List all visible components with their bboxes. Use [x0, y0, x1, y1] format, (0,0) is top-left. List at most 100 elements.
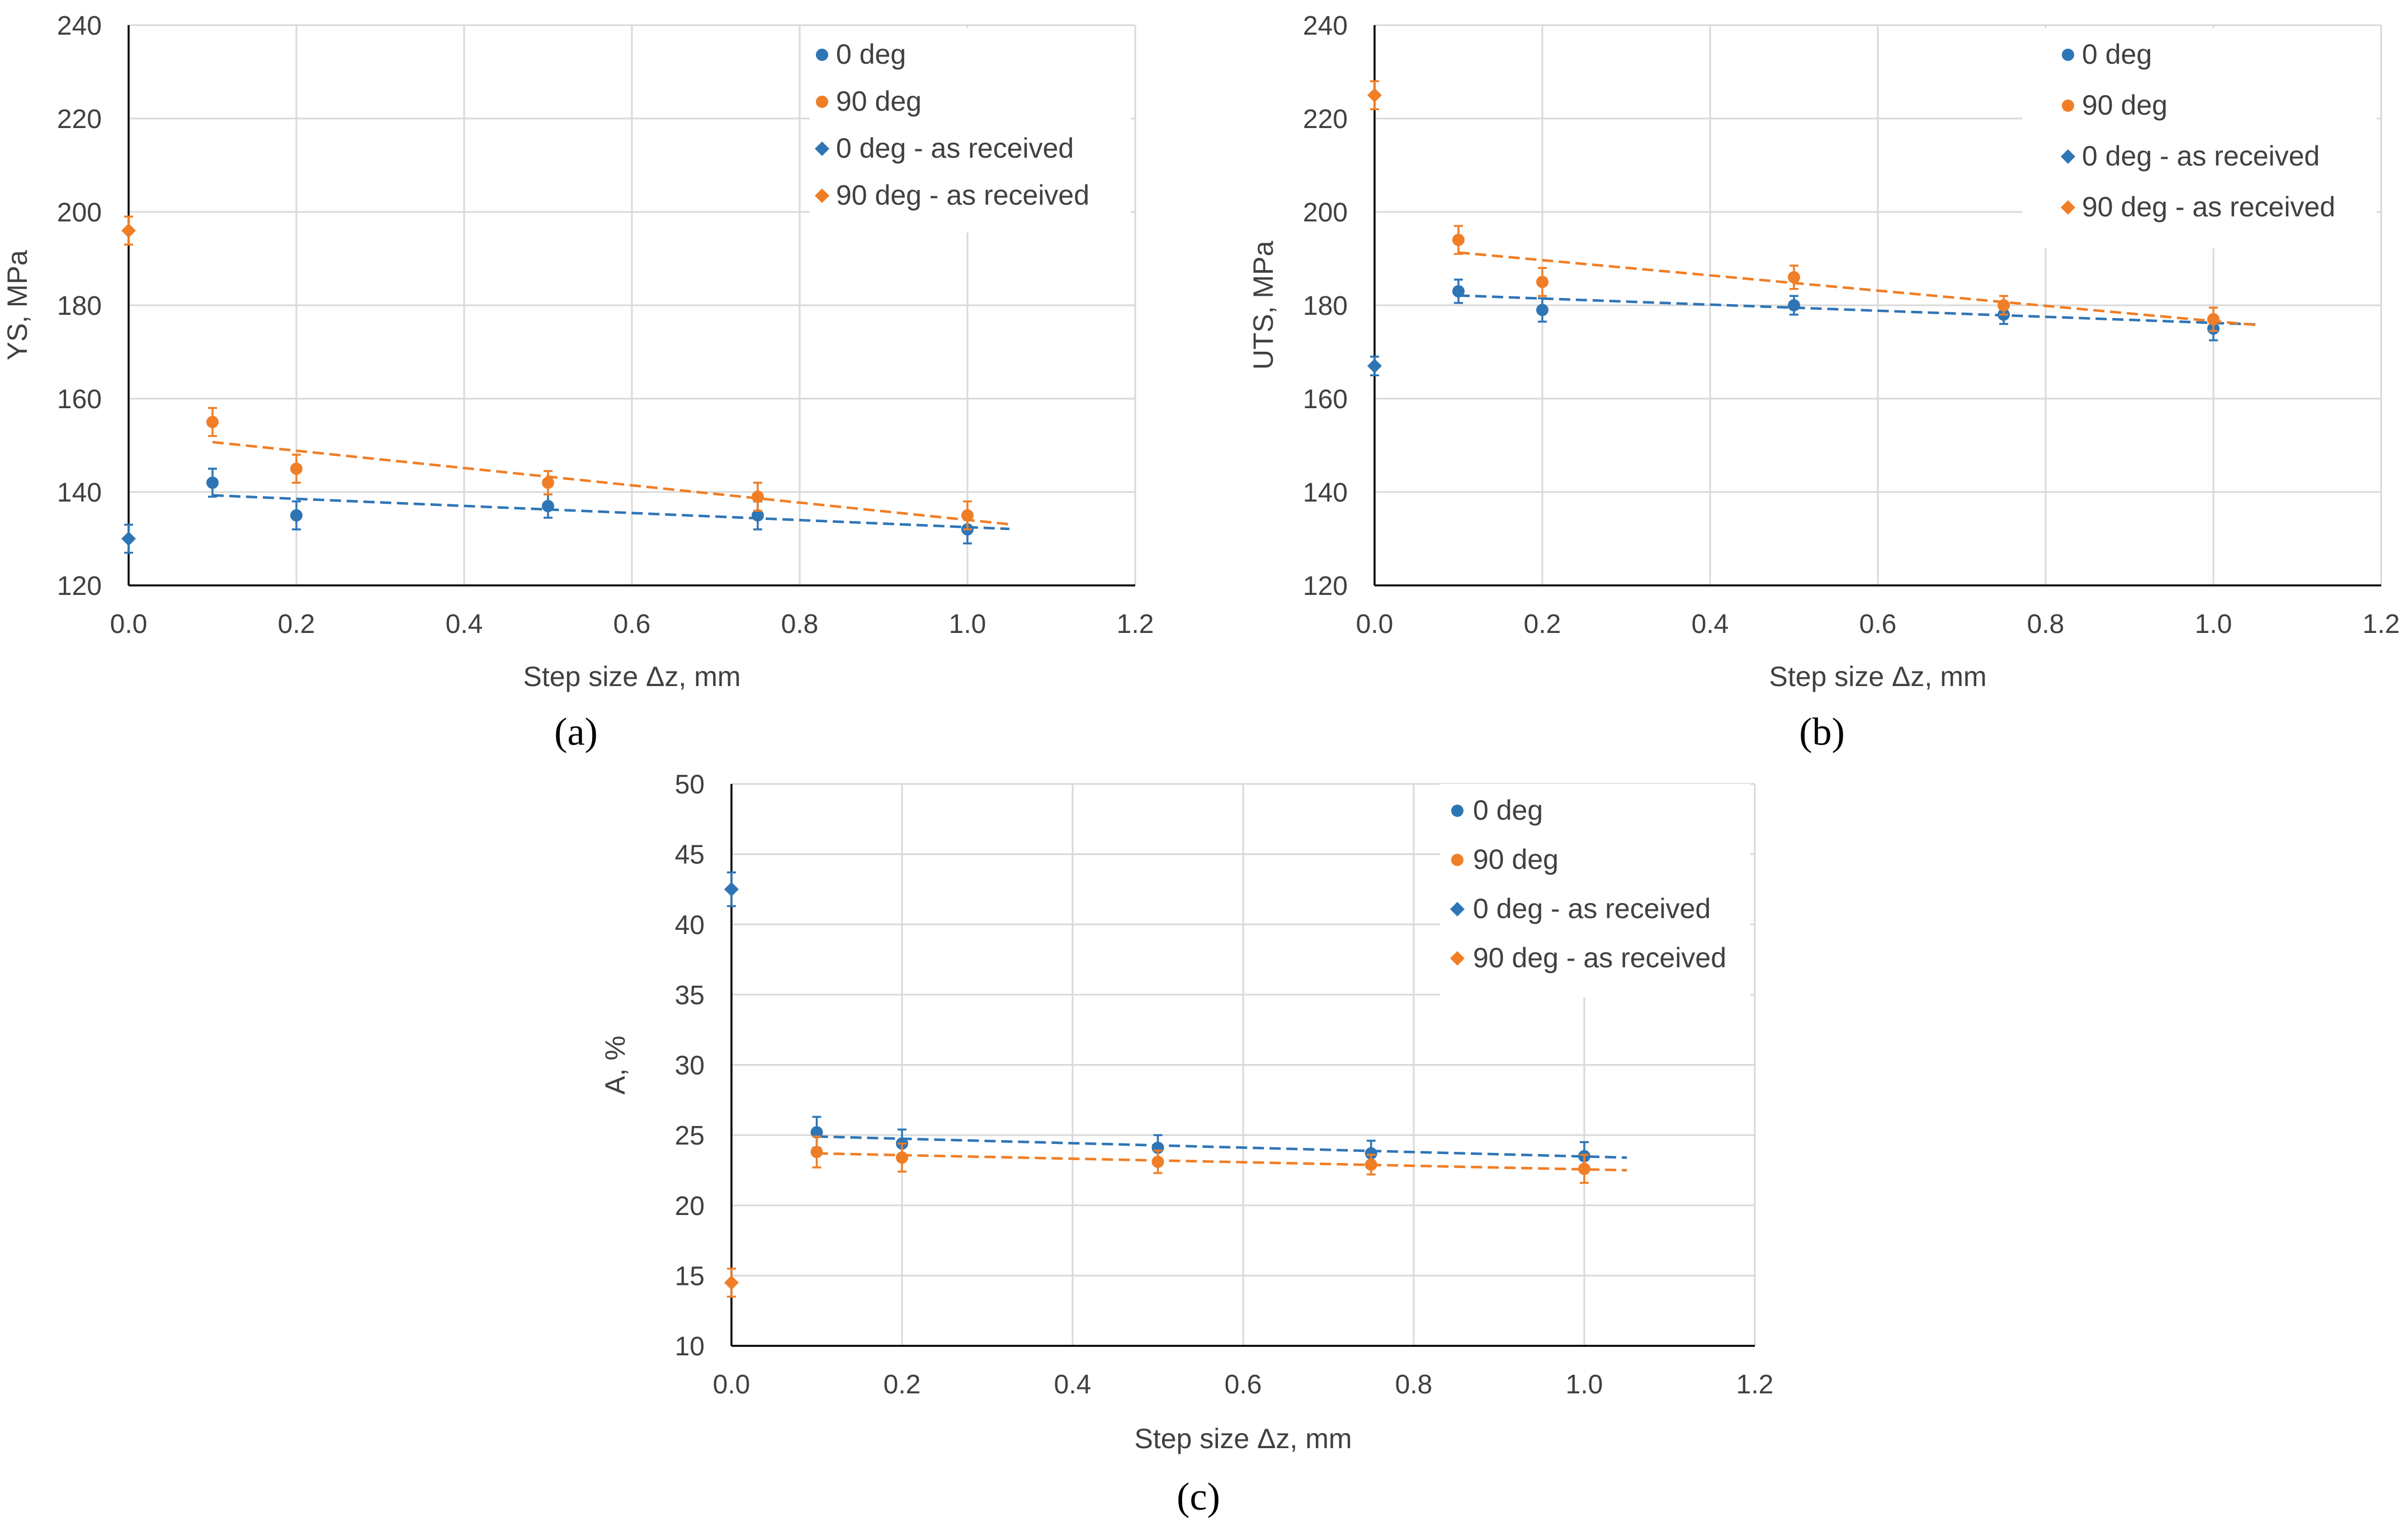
- legend-entry-label: 90 deg - as received: [836, 179, 1089, 211]
- legend-entry-label: 0 deg: [1473, 795, 1543, 826]
- series-90-deg: [1452, 225, 2220, 332]
- legend-marker: [2062, 49, 2074, 61]
- x-tick-label: 0.6: [1225, 1370, 1262, 1400]
- legend-entry-label: 90 deg - as received: [1473, 942, 1726, 973]
- x-tick-label: 1.2: [2363, 609, 2400, 639]
- data-point: [752, 509, 764, 522]
- legend-background: [2022, 28, 2377, 248]
- data-point: [121, 531, 136, 546]
- y-tick-label: 120: [57, 571, 102, 601]
- y-axis-title: A, %: [599, 1036, 631, 1095]
- data-point: [206, 476, 219, 489]
- gridlines: [129, 24, 1136, 585]
- y-tick-label: 160: [57, 385, 102, 414]
- legend-marker: [816, 96, 828, 108]
- legend-entry-label: 0 deg - as received: [1473, 893, 1711, 924]
- data-point: [542, 500, 554, 513]
- y-tick-label: 20: [675, 1192, 705, 1221]
- series-90-deg: [206, 406, 974, 531]
- panel-label: (c): [1177, 1476, 1220, 1519]
- x-tick-label: 0.8: [2027, 609, 2065, 639]
- data-point: [961, 509, 974, 522]
- legend-background: [1440, 784, 1750, 997]
- x-tick-label: 0.2: [278, 609, 315, 639]
- legend-marker: [815, 141, 829, 156]
- y-tick-label: 200: [57, 198, 102, 228]
- data-point: [1452, 285, 1465, 297]
- series-90-deg-as-received: [1367, 80, 1382, 111]
- trendline: [1458, 294, 2256, 326]
- y-tick-label: 120: [1303, 571, 1348, 601]
- data-point: [810, 1146, 823, 1159]
- x-tick-label: 0.0: [110, 609, 148, 639]
- x-tick-label: 0.4: [1054, 1370, 1092, 1400]
- y-axis-title: UTS, MPa: [1248, 241, 1279, 370]
- chart-panel-2: 120 140 160 180 200 220 240 0.0 0.2 0.4 0.6 0.8 1.0 1…: [1248, 11, 2400, 754]
- y-tick-label: 160: [1303, 385, 1348, 414]
- panel-label: (a): [554, 711, 598, 754]
- data-point: [1364, 1147, 1377, 1160]
- series-0-deg-as-received: [121, 523, 136, 554]
- y-tick-label: 180: [1303, 291, 1348, 321]
- x-tick-label: 0.4: [1692, 609, 1729, 639]
- chart-panel-1: 120 140 160 180 200 220 240 0.0 0.2 0.4 0.6 0.8 1.0 1…: [2, 11, 1154, 754]
- y-tick-label: 50: [675, 770, 705, 800]
- legend-marker: [816, 49, 828, 61]
- x-tick-label: 0.8: [781, 609, 819, 639]
- legend-marker: [2062, 100, 2074, 112]
- x-axis-title: Step size Δz, mm: [1769, 661, 1986, 692]
- data-point: [1536, 276, 1548, 289]
- data-point: [1788, 299, 1800, 311]
- trendline: [212, 494, 1010, 531]
- x-tick-label: 0.8: [1395, 1370, 1433, 1400]
- series-90-deg-as-received: [724, 1268, 739, 1298]
- y-tick-label: 35: [675, 981, 705, 1010]
- y-axis-title: YS, MPa: [2, 250, 33, 360]
- series-90-deg-as-received: [121, 215, 136, 246]
- legend-marker: [1451, 854, 1463, 866]
- y-tick-label: 220: [1303, 105, 1348, 134]
- y-tick-label: 220: [57, 105, 102, 134]
- x-tick-label: 1.0: [1566, 1370, 1603, 1400]
- data-point: [290, 509, 303, 522]
- y-tick-label: 45: [675, 840, 705, 870]
- legend-entry-label: 90 deg - as received: [2082, 191, 2335, 223]
- data-point: [752, 490, 764, 503]
- legend-entry-label: 90 deg: [1473, 844, 1559, 875]
- x-tick-label: 0.6: [1859, 609, 1897, 639]
- x-tick-label: 0.2: [884, 1370, 921, 1400]
- x-axis-title: Step size Δz, mm: [1134, 1423, 1352, 1454]
- legend-entry-label: 90 deg: [836, 86, 922, 117]
- x-tick-label: 0.2: [1524, 609, 1561, 639]
- data-point: [1367, 358, 1382, 374]
- data-point: [121, 223, 136, 238]
- x-tick-label: 0.6: [613, 609, 651, 639]
- data-point: [1367, 88, 1382, 103]
- legend-entry-label: 0 deg: [836, 39, 906, 70]
- data-point: [2207, 313, 2220, 326]
- legend-entry-label: 0 deg - as received: [836, 133, 1074, 164]
- legend-marker: [1450, 902, 1465, 916]
- x-tick-label: 1.0: [2195, 609, 2232, 639]
- data-point: [1788, 271, 1800, 283]
- legend-marker: [1450, 951, 1465, 966]
- legend: 0 deg 90 deg 0 deg - as received 90 deg - a…: [1440, 784, 1750, 997]
- data-point: [724, 882, 739, 897]
- data-point: [1578, 1162, 1590, 1175]
- data-point: [1536, 304, 1548, 316]
- data-point: [206, 415, 219, 428]
- data-point: [896, 1151, 908, 1164]
- y-tick-label: 40: [675, 910, 705, 940]
- y-tick-label: 10: [675, 1332, 705, 1361]
- x-tick-label: 1.2: [1736, 1370, 1774, 1400]
- y-tick-label: 200: [1303, 198, 1348, 228]
- y-tick-label: 240: [1303, 11, 1348, 41]
- x-tick-label: 1.2: [1117, 609, 1154, 639]
- y-tick-label: 15: [675, 1261, 705, 1291]
- series-0-deg-as-received: [1367, 356, 1382, 376]
- series-0-deg-as-received: [724, 871, 739, 907]
- legend-marker: [2061, 200, 2075, 215]
